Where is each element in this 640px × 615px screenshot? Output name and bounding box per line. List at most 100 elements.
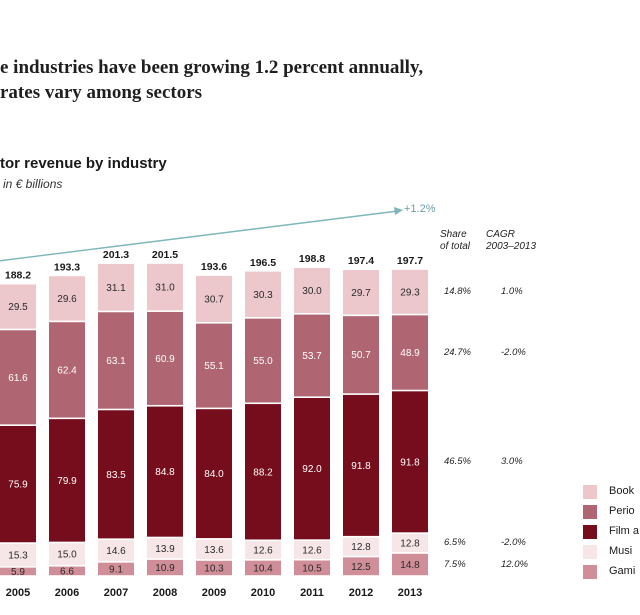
bar-film-2009 — [196, 409, 232, 539]
bar-labels: 5.9 15.3 75.9 61.6 29.5 188.2 2005 6.6 15.0 79.9 6… — [5, 249, 423, 599]
year-label-2009: 2009 — [202, 587, 226, 599]
bar-gaming-2007 — [98, 562, 134, 576]
value-label-books-2006: 29.6 — [57, 294, 77, 305]
bar-film-2012 — [343, 394, 379, 536]
share-gaming: 7.5% — [444, 558, 466, 570]
value-label-books-2013: 29.3 — [400, 287, 420, 298]
value-label-books-2009: 30.7 — [204, 294, 224, 305]
growth-arrow — [0, 207, 403, 262]
bar-periodicals-2007 — [98, 312, 134, 409]
value-label-periodicals-2010: 55.0 — [253, 356, 273, 367]
year-label-2011: 2011 — [300, 587, 324, 599]
value-label-books-2010: 30.3 — [253, 290, 273, 301]
share-periodicals: 24.7% — [444, 346, 471, 358]
value-label-music-2006: 15.0 — [57, 550, 77, 561]
cagr-gaming: 12.0% — [501, 558, 528, 570]
value-label-books-2008: 31.0 — [155, 283, 175, 294]
bar-film-2010 — [245, 404, 281, 540]
value-label-periodicals-2009: 55.1 — [204, 361, 224, 372]
value-label-music-2005: 15.3 — [8, 550, 28, 561]
value-label-film-2012: 91.8 — [351, 461, 371, 472]
cagr-header-line-1: CAGR — [486, 229, 515, 240]
chart-subtitle: tor revenue by industry — [0, 155, 167, 172]
bar-books-2007 — [98, 263, 134, 311]
growth-label: +1.2% — [404, 203, 436, 215]
bar-periodicals-2006 — [49, 322, 85, 418]
bar-film-2013 — [392, 391, 428, 533]
value-label-gaming-2006: 6.6 — [60, 566, 74, 577]
total-label-2005: 188.2 — [5, 270, 31, 282]
bar-music-2007 — [98, 539, 134, 562]
year-label-2006: 2006 — [55, 587, 79, 599]
value-label-periodicals-2006: 62.4 — [57, 365, 77, 376]
value-label-books-2007: 31.1 — [106, 283, 126, 294]
value-label-music-2010: 12.6 — [253, 546, 273, 557]
legend-swatch-periodicals — [583, 505, 597, 519]
year-label-2012: 2012 — [349, 587, 373, 599]
value-label-film-2009: 84.0 — [204, 469, 224, 480]
total-label-2013: 197.7 — [397, 255, 423, 267]
bar-gaming-2012 — [343, 557, 379, 576]
bar-periodicals-2010 — [245, 318, 281, 403]
value-label-music-2011: 12.6 — [302, 545, 322, 556]
value-label-periodicals-2011: 53.7 — [302, 351, 322, 362]
year-label-2005: 2005 — [6, 587, 30, 599]
value-label-film-2011: 92.0 — [302, 464, 322, 475]
bar-periodicals-2011 — [294, 314, 330, 397]
cagr-books: 1.0% — [501, 285, 523, 297]
cagr-periodicals: -2.0% — [501, 346, 526, 358]
bar-periodicals-2009 — [196, 323, 232, 408]
total-label-2011: 198.8 — [299, 253, 325, 265]
value-label-periodicals-2012: 50.7 — [351, 350, 371, 361]
bar-music-2006 — [49, 543, 85, 565]
year-label-2008: 2008 — [153, 587, 177, 599]
value-label-gaming-2007: 9.1 — [109, 564, 123, 575]
legend-label-books: Book — [609, 485, 635, 497]
value-label-gaming-2005: 5.9 — [11, 567, 25, 578]
bar-film-2011 — [294, 398, 330, 540]
value-label-film-2010: 88.2 — [253, 467, 273, 478]
bars — [0, 263, 428, 576]
bar-periodicals-2008 — [147, 311, 183, 405]
total-label-2006: 193.3 — [54, 261, 80, 273]
bar-periodicals-2012 — [343, 316, 379, 394]
share-books: 14.8% — [444, 285, 471, 297]
bar-music-2011 — [294, 540, 330, 559]
bar-film-2006 — [49, 419, 85, 542]
value-label-film-2013: 91.8 — [400, 457, 420, 468]
bar-film-2008 — [147, 406, 183, 537]
bar-periodicals-2013 — [392, 315, 428, 390]
bar-gaming-2011 — [294, 560, 330, 576]
value-label-film-2005: 75.9 — [8, 480, 28, 491]
bar-books-2010 — [245, 271, 281, 318]
bar-gaming-2013 — [392, 553, 428, 576]
value-label-periodicals-2007: 63.1 — [106, 356, 126, 367]
value-label-film-2008: 84.8 — [155, 467, 175, 478]
bar-music-2008 — [147, 538, 183, 559]
cagr-music: -2.0% — [501, 537, 526, 549]
year-label-2007: 2007 — [104, 587, 128, 599]
share-header-line-1: Share — [440, 229, 467, 240]
total-label-2009: 193.6 — [201, 261, 227, 273]
bar-film-2007 — [98, 410, 134, 539]
total-label-2010: 196.5 — [250, 257, 276, 269]
value-label-periodicals-2013: 48.9 — [400, 348, 420, 359]
legend-label-periodicals: Perio — [609, 505, 635, 517]
growth-arrow-head — [394, 207, 403, 215]
bar-books-2008 — [147, 263, 183, 311]
bar-music-2013 — [392, 533, 428, 553]
chart-unit: in € billions — [3, 177, 63, 191]
bar-books-2009 — [196, 275, 232, 323]
value-label-music-2013: 12.8 — [400, 539, 420, 550]
bar-gaming-2006 — [49, 566, 85, 576]
value-label-film-2007: 83.5 — [106, 470, 126, 481]
bar-film-2005 — [0, 425, 36, 543]
value-label-gaming-2008: 10.9 — [155, 563, 175, 574]
bar-gaming-2008 — [147, 559, 183, 576]
legend-swatch-film — [583, 525, 597, 539]
bar-periodicals-2005 — [0, 330, 36, 425]
value-label-gaming-2009: 10.3 — [204, 564, 224, 575]
cagr-header: CAGR 2003–2013 — [486, 229, 536, 253]
bar-books-2012 — [343, 270, 379, 315]
value-label-gaming-2011: 10.5 — [302, 563, 322, 574]
